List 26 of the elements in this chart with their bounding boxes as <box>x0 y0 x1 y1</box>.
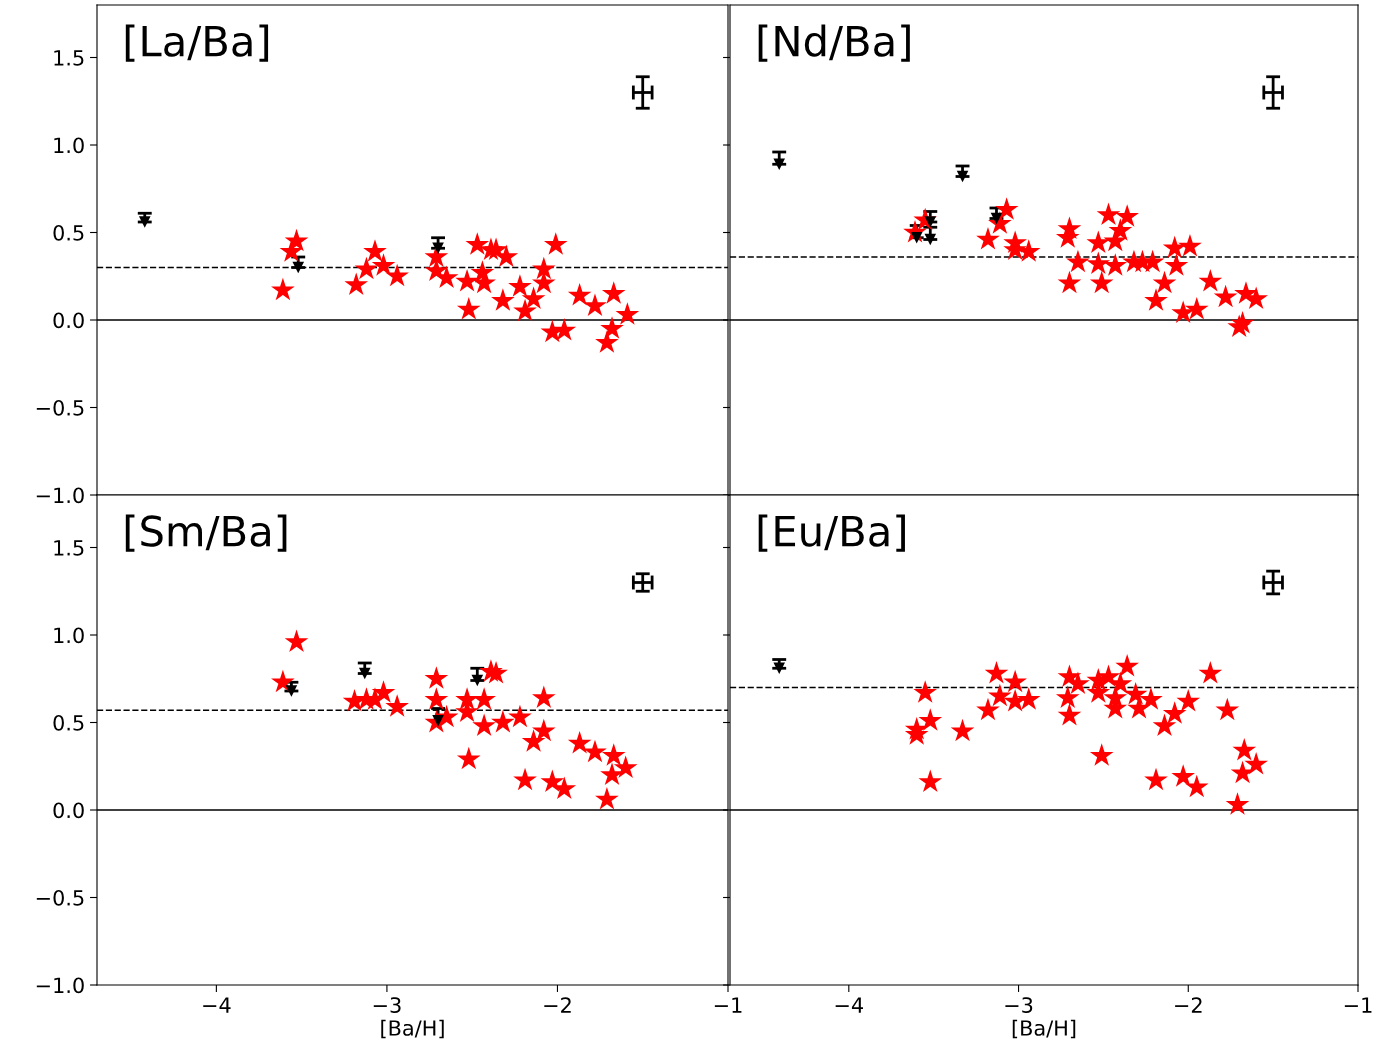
y-tick-label: 1.0 <box>54 627 84 644</box>
x-tick-label: −1 <box>1344 997 1372 1013</box>
x-axis-title: [Ba/H] <box>381 1019 444 1039</box>
x-axis-title: [Ba/H] <box>1012 1019 1076 1039</box>
y-tick-label: −0.5 <box>36 889 84 906</box>
chart-title: [Eu/Ba] <box>758 514 905 552</box>
y-tick-label: 0.5 <box>53 224 84 241</box>
chart-title: [Nd/Ba] <box>758 24 910 62</box>
y-tick-label: 0.0 <box>53 312 84 329</box>
y-tick-label: 1.5 <box>54 50 84 66</box>
y-tick-label: −0.5 <box>36 399 84 416</box>
chart-title: [Sm/Ba] <box>125 514 287 552</box>
x-tick-label: −2 <box>544 997 571 1013</box>
y-tick-label: 0.5 <box>53 714 84 731</box>
y-tick-label: −1.0 <box>36 487 84 504</box>
chart-title: [La/Ba] <box>125 24 269 62</box>
y-tick-label: 1.0 <box>54 137 84 154</box>
x-tick-label: −2 <box>1175 997 1202 1013</box>
x-tick-label: −1 <box>714 997 742 1013</box>
y-tick-label: −1.0 <box>36 977 84 994</box>
x-tick-label: −4 <box>835 997 863 1013</box>
y-tick-label: 0.0 <box>53 802 84 819</box>
x-tick-label: −4 <box>203 997 231 1013</box>
y-tick-label: 1.5 <box>54 540 84 556</box>
x-tick-label: −3 <box>1005 997 1033 1013</box>
x-tick-label: −3 <box>373 997 401 1013</box>
